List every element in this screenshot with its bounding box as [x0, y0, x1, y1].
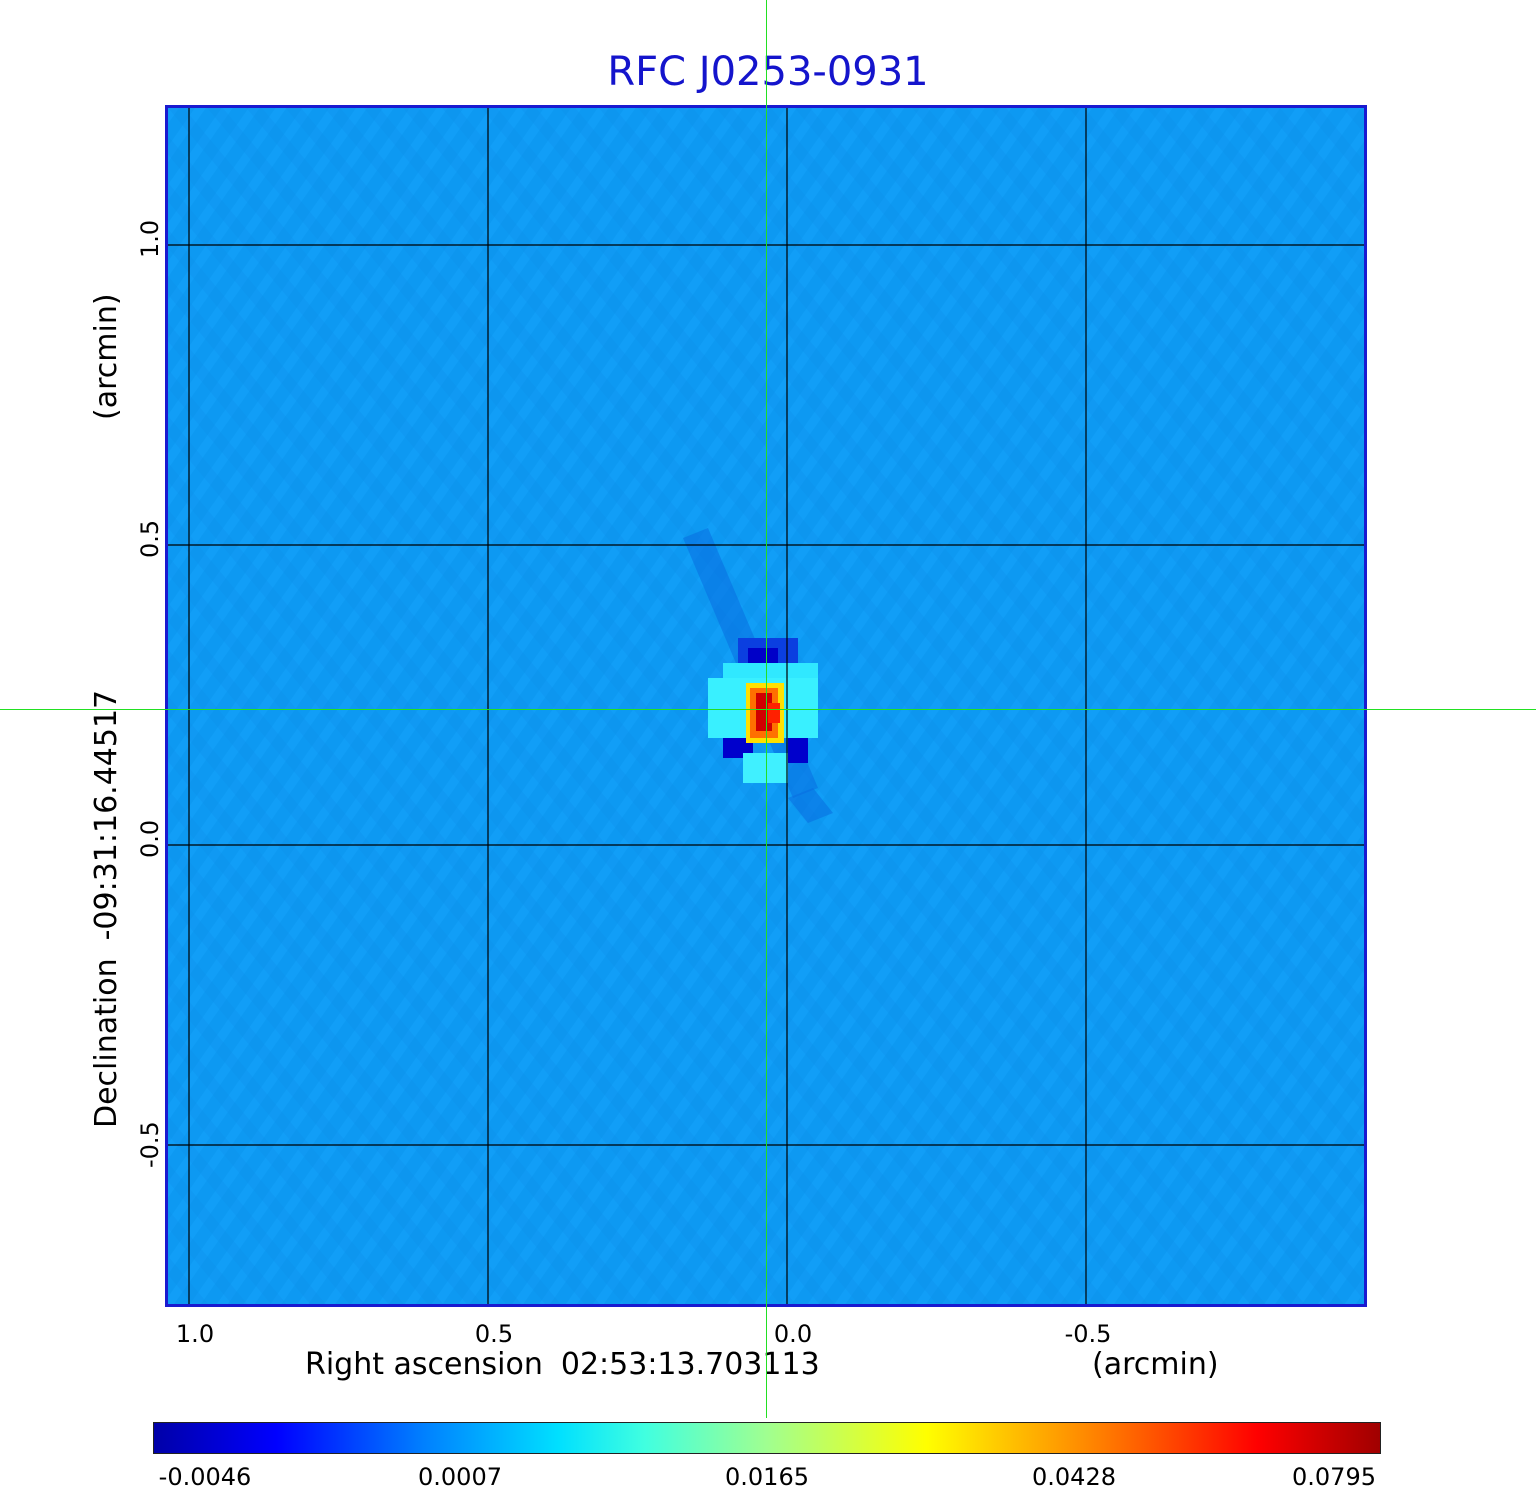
colorbar-tick-label: 0.0007: [418, 1463, 502, 1491]
y-tick-label: 1.0: [136, 219, 164, 258]
y-tick-label: 0.0: [136, 819, 164, 858]
y-axis-name: Declination: [89, 958, 124, 1128]
colorbar: [153, 1422, 1381, 1454]
y-axis-label: Declination -09:31:16.44517: [88, 690, 126, 1128]
x-axis-reference: 02:53:13.703113: [560, 1347, 820, 1382]
y-axis-unit: (arcmin): [89, 293, 124, 420]
x-tick-label: 0.0: [773, 1320, 813, 1348]
colorbar-tick-label: -0.0046: [158, 1463, 252, 1491]
y-tick-label: 0.5: [136, 519, 164, 558]
y-tick-label: -0.5: [136, 1121, 164, 1168]
y-axis-reference: -09:31:16.44517: [89, 689, 124, 941]
x-axis-label: Right ascension 02:53:13.703113: [305, 1346, 820, 1384]
colorbar-tick-label: 0.0428: [1032, 1463, 1116, 1491]
x-axis-unit: (arcmin): [1092, 1347, 1219, 1382]
x-tick-label: 0.5: [474, 1320, 514, 1348]
coordinate-grid: [168, 108, 1364, 1304]
x-tick-label: 1.0: [175, 1320, 215, 1348]
x-tick-label: -0.5: [1064, 1320, 1112, 1348]
crosshair-horizontal: [0, 709, 1536, 710]
x-axis-name: Right ascension: [305, 1347, 543, 1382]
plot-title: RFC J0253-0931: [607, 49, 929, 95]
colorbar-tick-label: 0.0165: [725, 1463, 809, 1491]
colorbar-tick-label: 0.0795: [1292, 1463, 1376, 1491]
